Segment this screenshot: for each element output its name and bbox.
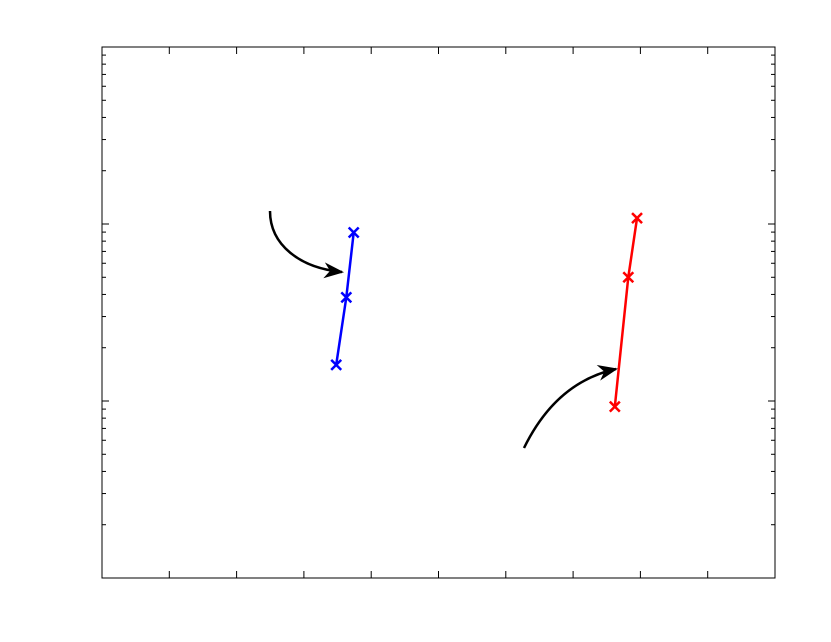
point-marker [330, 358, 343, 371]
point-marker [340, 291, 353, 304]
annotation-arrow [268, 210, 344, 279]
data-layer [330, 212, 643, 413]
point-marker [631, 212, 643, 224]
point-marker [622, 271, 635, 284]
ticks [101, 47, 776, 578]
plot-frame [101, 46, 776, 579]
point-marker [347, 226, 360, 239]
annotation-arrow [522, 365, 618, 449]
point-marker [608, 400, 621, 413]
